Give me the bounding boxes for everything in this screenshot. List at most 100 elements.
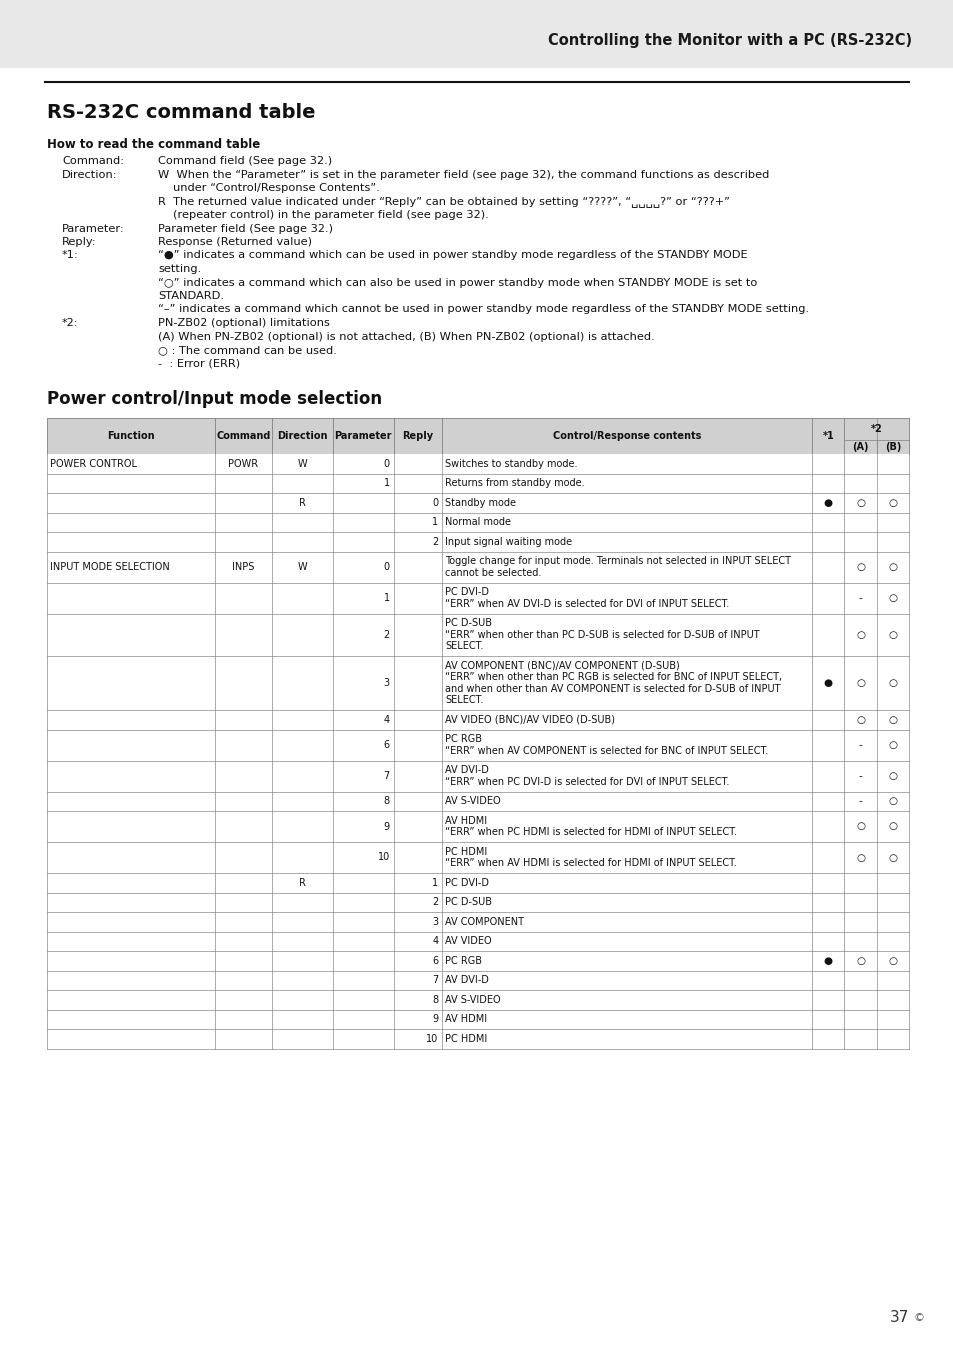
Bar [843,760,876,791]
Text: Reply:: Reply: [62,238,96,247]
Bar [811,656,843,710]
Bar [333,950,394,971]
Text: PC RGB: PC RGB [445,956,482,965]
Text: STANDARD.: STANDARD. [158,292,224,301]
Bar [272,931,333,950]
Bar [811,931,843,950]
Text: *2:: *2: [62,319,78,328]
Bar [215,710,272,729]
Text: PC D-SUB: PC D-SUB [445,898,492,907]
Bar [272,474,333,493]
Bar [442,418,811,454]
Bar [333,892,394,913]
Text: “ERR” when PC DVI-D is selected for DVI of INPUT SELECT.: “ERR” when PC DVI-D is selected for DVI … [445,776,729,787]
Text: R  The returned value indicated under “Reply” can be obtained by setting “????”,: R The returned value indicated under “Re… [158,197,729,208]
Bar [333,729,394,760]
Bar [47,710,215,729]
Text: R: R [298,878,306,888]
Text: 4: 4 [383,714,390,725]
Bar [394,791,442,811]
Bar [394,971,442,990]
Bar [442,791,811,811]
Text: ○: ○ [855,852,864,863]
Bar [47,931,215,950]
Bar [843,418,908,440]
Text: ○ : The command can be used.: ○ : The command can be used. [158,346,336,355]
Text: ●: ● [822,678,832,688]
Text: “○” indicates a command which can also be used in power standby mode when STANDB: “○” indicates a command which can also b… [158,278,757,288]
Bar [333,474,394,493]
Text: -: - [858,593,862,603]
Bar [272,454,333,474]
Bar [394,552,442,582]
Text: 1: 1 [432,517,437,528]
Text: 2: 2 [432,537,437,547]
Text: R: R [298,498,306,508]
Bar [843,582,876,613]
Bar [843,913,876,931]
Bar [272,532,333,552]
Bar [843,710,876,729]
Bar [333,552,394,582]
Text: Switches to standby mode.: Switches to standby mode. [445,459,578,468]
Text: ○: ○ [887,771,897,782]
Text: “ERR” when AV HDMI is selected for HDMI of INPUT SELECT.: “ERR” when AV HDMI is selected for HDMI … [445,859,737,868]
Bar [876,582,908,613]
Text: AV DVI-D: AV DVI-D [445,975,489,985]
Bar [272,729,333,760]
Bar [333,1010,394,1029]
Text: 1: 1 [432,878,437,888]
Text: Command: Command [216,431,271,441]
Text: AV DVI-D: AV DVI-D [445,765,489,775]
Text: Command field (See page 32.): Command field (See page 32.) [158,157,332,166]
Bar [811,582,843,613]
Bar [811,1010,843,1029]
Bar [811,1029,843,1049]
Text: 2: 2 [383,629,390,640]
Bar [394,873,442,892]
Text: 1: 1 [383,478,390,489]
Bar [215,418,272,454]
Bar [843,990,876,1010]
Text: ○: ○ [887,629,897,640]
Bar [843,513,876,532]
Text: 2: 2 [432,898,437,907]
Bar [876,440,908,454]
Bar [843,1010,876,1029]
Bar [394,1029,442,1049]
Bar [215,791,272,811]
Text: 4: 4 [432,937,437,946]
Bar [47,950,215,971]
Bar [876,613,908,656]
Bar [215,892,272,913]
Text: ○: ○ [887,678,897,688]
Bar [876,1029,908,1049]
Bar [272,842,333,873]
Bar [272,710,333,729]
Bar [442,990,811,1010]
Bar [272,418,333,454]
Bar [47,474,215,493]
Bar [47,418,215,454]
Text: (A) When PN-ZB02 (optional) is not attached, (B) When PN-ZB02 (optional) is atta: (A) When PN-ZB02 (optional) is not attac… [158,332,654,342]
Bar [47,552,215,582]
Bar [876,811,908,842]
Text: 6: 6 [383,740,390,751]
Bar [272,971,333,990]
Bar [876,656,908,710]
Text: Parameter field (See page 32.): Parameter field (See page 32.) [158,224,333,234]
Text: Response (Returned value): Response (Returned value) [158,238,312,247]
Bar [47,613,215,656]
Text: Parameter: Parameter [335,431,392,441]
Bar [442,474,811,493]
Text: 0: 0 [432,498,437,508]
Bar [811,729,843,760]
Bar [47,971,215,990]
Bar [333,971,394,990]
Bar [47,454,215,474]
Text: 1: 1 [383,593,390,603]
Bar [442,493,811,513]
Bar [215,873,272,892]
Bar [811,613,843,656]
Text: Toggle change for input mode. Terminals not selected in INPUT SELECT: Toggle change for input mode. Terminals … [445,556,790,566]
